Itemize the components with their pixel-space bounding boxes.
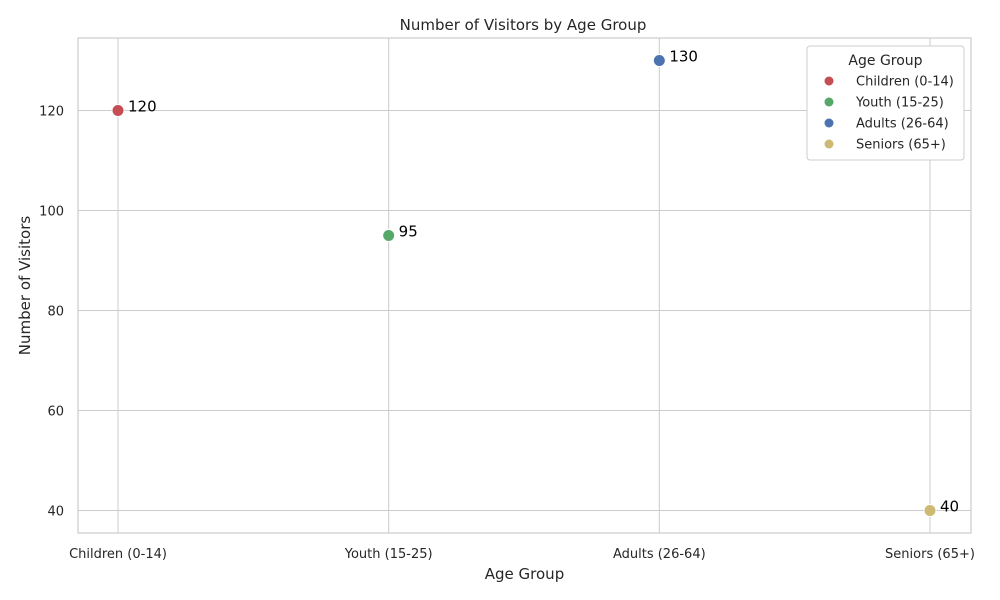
y-tick-label: 80	[47, 305, 64, 320]
legend-marker	[824, 97, 834, 107]
x-axis-ticks: Children (0-14) Youth (15-25) Adults (26-6…	[69, 547, 975, 562]
legend-label: Seniors (65+)	[856, 138, 946, 153]
data-point	[111, 104, 125, 117]
y-axis-ticks: 40 60 80 100 120	[39, 105, 64, 520]
legend-items: Children (0-14) Youth (15-25) Adults (26-6…	[824, 75, 954, 153]
legend-label: Adults (26-64)	[856, 117, 949, 132]
legend-title: Age Group	[848, 53, 922, 69]
legend: Age Group Children (0-14) Youth (15-25) Ad…	[806, 45, 965, 161]
legend-marker	[824, 76, 834, 86]
data-point	[652, 54, 666, 67]
y-axis-label: Number of Visitors	[16, 216, 34, 356]
x-tick-label: Seniors (65+)	[885, 547, 975, 562]
y-tick-label: 40	[47, 505, 64, 520]
legend-label: Youth (15-25)	[855, 96, 944, 111]
legend-label: Children (0-14)	[856, 75, 954, 90]
legend-box	[806, 45, 965, 161]
data-point	[923, 504, 937, 517]
data-points	[111, 54, 937, 517]
plot-frame	[77, 37, 972, 534]
x-tick-label: Children (0-14)	[69, 547, 167, 562]
y-tick-label: 120	[39, 105, 64, 120]
x-tick-label: Youth (15-25)	[344, 547, 433, 562]
data-label: 40	[940, 498, 959, 516]
data-point	[382, 229, 396, 242]
legend-marker	[824, 139, 834, 149]
x-tick-label: Adults (26-64)	[613, 547, 706, 562]
grid	[78, 38, 971, 533]
data-label: 95	[399, 223, 418, 241]
data-label: 120	[128, 98, 157, 116]
y-tick-label: 60	[47, 405, 64, 420]
legend-marker	[824, 118, 834, 128]
chart-title: Number of Visitors by Age Group	[400, 16, 647, 34]
data-label: 130	[669, 48, 698, 66]
x-axis-label: Age Group	[485, 565, 564, 583]
data-labels: 120 95 130 40	[128, 48, 959, 516]
y-tick-label: 100	[39, 205, 64, 220]
